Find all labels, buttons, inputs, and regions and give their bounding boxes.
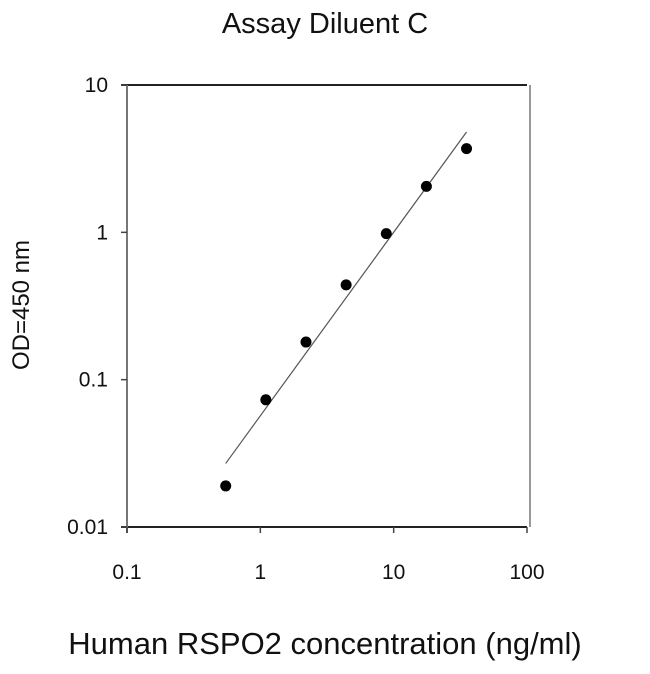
y-tick-label: 10 [85, 74, 108, 97]
x-tick-label: 100 [509, 561, 544, 584]
y-tick-label: 0.01 [67, 516, 108, 539]
x-tick-label: 0.1 [112, 561, 141, 584]
regression-line [225, 131, 468, 464]
data-point [220, 480, 232, 492]
data-point [380, 228, 392, 240]
data-point [461, 143, 473, 155]
plot-frame [121, 84, 531, 533]
x-axis-label: Human RSPO2 concentration (ng/ml) [68, 626, 582, 661]
x-tick-label: 1 [254, 561, 266, 584]
data-point [300, 336, 312, 348]
data-point [420, 180, 432, 192]
x-tick-label: 10 [382, 561, 405, 584]
y-axis-ticks: 0.01 0.1 1 10 [67, 74, 127, 539]
data-point [260, 394, 272, 406]
y-tick-label: 0.1 [79, 369, 108, 392]
chart-title: Assay Diluent C [221, 8, 429, 40]
x-axis-ticks: 0.1 1 10 100 [112, 527, 545, 584]
data-point [340, 279, 352, 291]
fit-line [225, 131, 468, 464]
data-points [220, 143, 473, 492]
y-tick-label: 1 [96, 221, 108, 244]
